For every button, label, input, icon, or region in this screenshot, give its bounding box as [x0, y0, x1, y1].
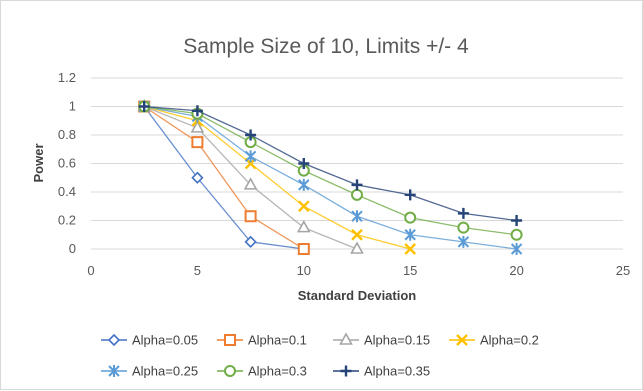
data-point: [190, 120, 205, 133]
y-tick-label: 0.6: [58, 156, 76, 171]
x-axis-label: Standard Deviation: [298, 288, 417, 303]
legend-label: Alpha=0.25: [132, 364, 198, 379]
data-point: [351, 188, 363, 201]
data-point: [244, 210, 257, 223]
legend-marker: [224, 334, 236, 346]
series-layer: [137, 98, 523, 256]
series-line: [144, 105, 517, 222]
y-tick-label: 1: [69, 99, 76, 114]
legend-item: Alpha=0.05: [101, 333, 198, 348]
data-point: [404, 211, 417, 224]
y-axis-label: Power: [31, 143, 46, 182]
data-point: [351, 179, 363, 191]
data-point: [243, 177, 258, 190]
y-tick-label: 1.2: [58, 70, 76, 85]
series-line: [143, 105, 305, 250]
data-point: [457, 235, 470, 248]
series-line: [144, 105, 411, 250]
legend-label: Alpha=0.3: [248, 364, 307, 379]
data-point: [191, 171, 204, 184]
series-alpha-0-05: [138, 100, 310, 256]
chart-title: Sample Size of 10, Limits +/- 4: [183, 35, 469, 58]
data-point: [138, 101, 150, 112]
data-point: [510, 228, 523, 241]
data-point: [351, 228, 363, 241]
data-point: [296, 219, 311, 233]
legend-item: Alpha=0.35: [333, 364, 430, 379]
legend-marker: [224, 365, 236, 377]
legend: Alpha=0.05 Alpha=0.1 Alpha=0.15 Alpha=0.2 Al…: [101, 332, 539, 379]
legend-label: Alpha=0.1: [248, 333, 307, 348]
x-tick-label: 5: [194, 263, 201, 278]
y-tick-label: 0: [69, 241, 76, 256]
data-point: [351, 210, 363, 223]
legend-marker: [108, 365, 120, 377]
legend-label: Alpha=0.2: [480, 333, 539, 348]
series-line: [144, 105, 517, 236]
series-alpha-0-2: [138, 100, 417, 255]
x-axis-ticks: 0 5 10 15 20 25: [87, 263, 630, 278]
data-point: [298, 158, 310, 169]
series-alpha-0-35: [138, 101, 523, 226]
data-point: [245, 129, 257, 141]
data-point: [510, 243, 523, 255]
legend-item: Alpha=0.15: [333, 332, 430, 348]
legend-label: Alpha=0.35: [364, 364, 430, 379]
legend-item: Alpha=0.25: [101, 364, 198, 379]
data-point: [244, 235, 257, 249]
y-tick-label: 0.8: [58, 127, 76, 142]
legend-marker: [339, 332, 353, 345]
data-point: [457, 221, 470, 234]
data-point: [457, 207, 469, 219]
data-point: [297, 200, 310, 213]
y-tick-label: 0.4: [58, 184, 76, 199]
data-point: [350, 241, 364, 254]
x-tick-label: 0: [87, 263, 94, 278]
series-alpha-0-15: [137, 98, 364, 254]
data-point: [191, 105, 203, 117]
series-line: [143, 106, 304, 250]
y-axis-ticks: 0 0.2 0.4 0.6 0.8 1 1.2: [58, 70, 76, 256]
data-point: [404, 243, 417, 255]
legend-label: Alpha=0.15: [364, 333, 430, 348]
y-tick-label: 0.2: [58, 213, 76, 228]
x-tick-label: 20: [509, 263, 523, 278]
data-point: [298, 178, 310, 191]
x-tick-label: 15: [403, 263, 417, 278]
gridlines: [91, 77, 623, 250]
data-point: [191, 136, 204, 149]
legend-marker: [107, 333, 121, 347]
legend-item: Alpha=0.2: [449, 333, 539, 348]
data-point: [244, 150, 257, 163]
data-point: [511, 215, 523, 226]
legend-item: Alpha=0.3: [217, 364, 307, 379]
series-alpha-0-1: [138, 100, 310, 255]
data-point: [404, 189, 416, 201]
data-point: [404, 228, 416, 241]
legend-label: Alpha=0.05: [132, 333, 198, 348]
series-line: [144, 105, 517, 250]
x-tick-label: 25: [616, 263, 630, 278]
legend-marker: [456, 334, 468, 346]
data-point: [297, 243, 310, 255]
legend-marker: [340, 365, 352, 377]
legend-item: Alpha=0.1: [217, 333, 307, 348]
x-tick-label: 10: [297, 263, 311, 278]
